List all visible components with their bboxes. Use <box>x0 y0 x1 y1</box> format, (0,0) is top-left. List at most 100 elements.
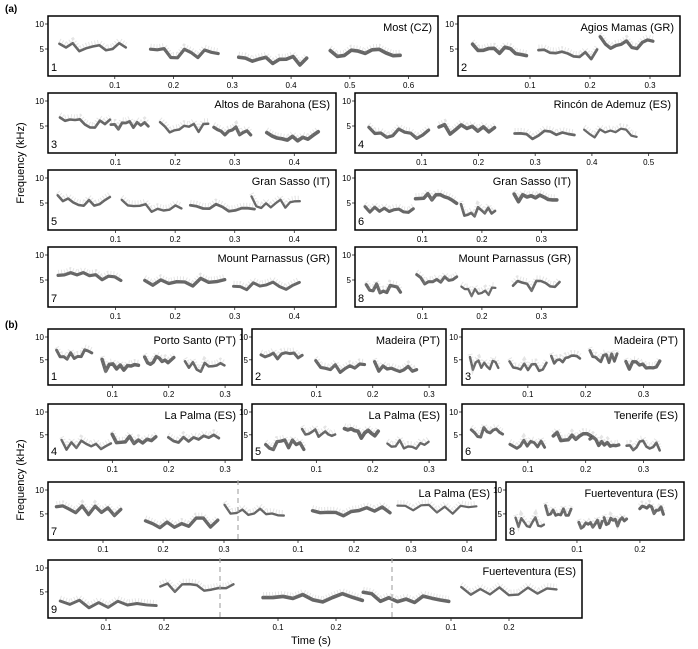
spectrogram-trace <box>469 419 662 452</box>
spectrogram-panel: 10 5 0.1 0.2 0.3 La Palma (ES) 5 <box>239 403 447 474</box>
spectrogram-trace <box>58 577 558 610</box>
panel-frame <box>251 328 447 386</box>
x-tick-label: 0.3 <box>536 312 548 321</box>
panel-number: 7 <box>51 526 57 538</box>
panel-number: 5 <box>51 216 57 228</box>
y-tick-label: 10 <box>35 408 44 417</box>
x-tick-label: 0.4 <box>586 158 598 167</box>
y-tick-label: 5 <box>40 122 45 131</box>
panel-number: 5 <box>255 446 261 458</box>
x-tick-label: 0.1 <box>416 158 428 167</box>
x-tick-label: 0.3 <box>218 545 230 554</box>
spectrogram-trace <box>363 186 559 218</box>
x-tick-label: 0.2 <box>473 158 485 167</box>
y-tick-label: 5 <box>40 510 45 519</box>
x-tick-label: 0.3 <box>644 81 656 90</box>
location-label: Rincón de Ademuz (ES) <box>554 99 671 111</box>
location-label: Porto Santo (PT) <box>153 335 236 347</box>
panel-number: 4 <box>358 139 364 151</box>
y-tick-label: 10 <box>449 333 458 342</box>
y-tick-label: 5 <box>40 45 45 54</box>
panel-frame <box>47 92 337 154</box>
x-tick-label: 0.4 <box>289 158 301 167</box>
x-tick-label: 0.2 <box>367 465 379 474</box>
location-label: Agios Mamas (GR) <box>580 22 674 34</box>
x-tick-label: 0.2 <box>163 465 175 474</box>
spectrogram-panel: 10 5 0.1 0.2 0.3 Madeira (PT) 3 <box>449 328 685 399</box>
y-tick-label: 10 <box>35 174 44 183</box>
x-tick-label: 0.2 <box>367 390 379 399</box>
x-tick-label: 0.1 <box>417 312 429 321</box>
spectrogram-panel: 10 5 0.1 0.2 0.3 0.4 0.5 0.6 Most (CZ) 1 <box>35 15 439 90</box>
x-tick-label: 0.1 <box>100 623 112 632</box>
panel-number: 6 <box>465 446 471 458</box>
location-label: La Palma (ES) <box>164 410 236 422</box>
y-tick-label: 10 <box>35 251 44 260</box>
panel-number: 8 <box>358 293 364 305</box>
panels-layer: 10 5 0.1 0.2 0.3 0.4 0.5 0.6 Most (CZ) 1 10 5 0.1 0.2… <box>35 15 685 632</box>
y-tick-label: 10 <box>449 408 458 417</box>
y-tick-label: 10 <box>35 486 44 495</box>
location-label: Altos de Barahona (ES) <box>214 99 330 111</box>
x-tick-label: 0.1 <box>311 465 323 474</box>
location-label: Most (CZ) <box>383 22 432 34</box>
spectrogram-trace <box>58 36 402 67</box>
x-tick-label: 0.1 <box>445 623 457 632</box>
location-label: Fuerteventura (ES) <box>584 488 678 500</box>
spectrogram-trace <box>54 343 226 375</box>
x-tick-label: 0.1 <box>524 81 536 90</box>
y-tick-label: 10 <box>493 486 502 495</box>
y-tick-label: 10 <box>35 333 44 342</box>
panel-frame <box>505 481 685 541</box>
spectrogram-panel: 10 5 0.1 0.2 0.3 Madeira (PT) 2 <box>239 328 447 399</box>
y-tick-label: 10 <box>239 408 248 417</box>
spectrogram-panel: 10 5 0.1 0.2 0.3 Tenerife (ES) 6 <box>449 403 685 474</box>
panel-frame <box>354 169 578 231</box>
x-tick-label: 0.2 <box>163 390 175 399</box>
y-tick-label: 10 <box>239 333 248 342</box>
panel-frame <box>251 403 447 461</box>
x-tick-label: 0.2 <box>170 158 182 167</box>
x-tick-label: 0.2 <box>580 465 592 474</box>
y-tick-label: 5 <box>40 199 45 208</box>
spectrogram-panel: 10 5 0.1 0.2 0.3 0.4 Altos de Barahona (ES) 3 <box>35 92 337 167</box>
spectrogram-panel: 10 5 0.1 0.2 0.3 Mount Parnassus (GR) 8 <box>342 246 578 321</box>
x-tick-label: 0.2 <box>157 545 169 554</box>
x-tick-label: 0.1 <box>107 465 119 474</box>
location-label: Mount Parnassus (GR) <box>459 253 571 265</box>
panel-frame <box>47 403 243 461</box>
panel-frame <box>47 559 583 619</box>
y-tick-label: 5 <box>347 122 352 131</box>
section-b-label: (b) <box>5 320 18 331</box>
panel-number: 2 <box>461 62 467 74</box>
y-axis-label-b: Frequency (kHz) <box>15 439 27 520</box>
x-tick-label: 0.1 <box>522 465 534 474</box>
y-tick-label: 5 <box>454 431 459 440</box>
spectrogram-trace <box>54 499 478 530</box>
x-tick-label: 0.3 <box>229 312 241 321</box>
spectrogram-trace <box>364 269 562 299</box>
spectrogram-panel: 10 5 0.1 0.2 0.1 0.2 0.1 0.2 Fuerteventura (ES) 9 <box>35 558 583 632</box>
x-tick-label: 0.3 <box>530 158 542 167</box>
x-tick-label: 0.3 <box>638 465 650 474</box>
y-tick-label: 5 <box>244 431 249 440</box>
x-axis-label: Time (s) <box>291 635 331 647</box>
x-tick-label: 0.6 <box>403 81 415 90</box>
spectrogram-trace <box>470 32 655 61</box>
panel-number: 3 <box>465 371 471 383</box>
location-label: La Palma (ES) <box>368 410 440 422</box>
x-tick-label: 0.1 <box>571 545 583 554</box>
x-tick-label: 0.2 <box>580 390 592 399</box>
x-tick-label: 0.3 <box>220 465 232 474</box>
y-tick-label: 10 <box>35 564 44 573</box>
spectrogram-panel: 10 5 0.1 0.2 0.3 0.4 0.5 Rincón de Ademuz (ES) 4 <box>342 92 678 167</box>
spectrogram-trace <box>367 118 638 141</box>
x-tick-label: 0.2 <box>503 623 515 632</box>
x-tick-label: 0.1 <box>292 545 304 554</box>
spectrogram-panel: 10 5 0.1 0.2 0.3 0.4 Gran Sasso (IT) 5 <box>35 169 337 244</box>
x-tick-label: 0.3 <box>638 390 650 399</box>
x-tick-label: 0.1 <box>97 545 109 554</box>
x-tick-label: 0.5 <box>643 158 655 167</box>
location-label: Madeira (PT) <box>614 335 678 347</box>
x-tick-label: 0.5 <box>344 81 356 90</box>
